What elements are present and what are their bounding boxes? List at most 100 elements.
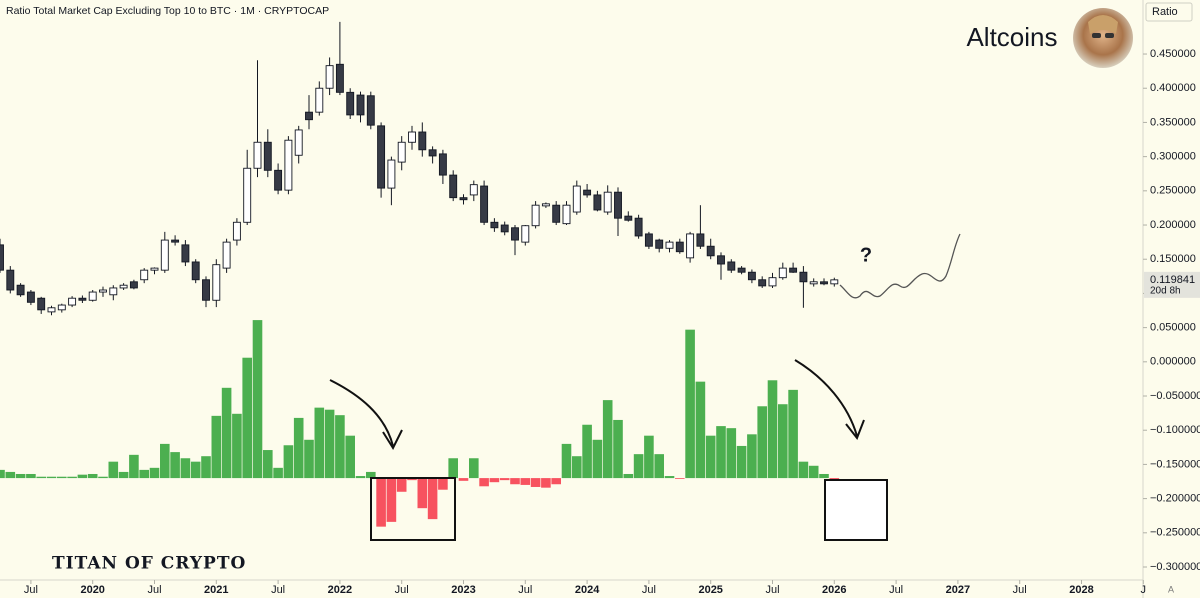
candle-body [418,131,427,151]
candle-body [346,91,355,116]
histogram-bar [201,456,211,479]
x-tick-label: Jul [765,584,779,596]
y-tick-label: 0.300000 [1150,151,1196,163]
candle-body [202,279,210,301]
histogram-bar [160,443,170,479]
candle-body [191,261,200,281]
x-tick-label: 2028 [1069,584,1093,596]
candle-body [294,129,303,156]
candle-body [511,227,519,241]
candle-body [686,233,695,259]
candle-body [593,194,602,211]
candle-body [160,239,169,271]
histogram-bar [499,478,510,481]
histogram-bar [67,476,77,479]
histogram-bar [0,469,5,479]
highlight-box [370,477,456,541]
histogram-bar [376,478,386,527]
histogram-bar [664,476,675,479]
histogram-bar [314,407,325,479]
candle-body [150,267,159,271]
histogram-bar [633,454,644,479]
histogram-bar [273,467,283,479]
candle-body [717,255,725,265]
last-price-box [1144,271,1200,298]
y-tick-label: 0.200000 [1150,219,1196,231]
histogram-bar [561,443,572,479]
histogram-bar [46,476,57,479]
avatar-glasses [1092,33,1101,38]
candle-body [696,233,705,247]
candle-body [644,233,653,247]
auto-scale-button[interactable]: A [1168,584,1174,594]
histogram-bar [798,461,809,479]
histogram-bar [705,435,716,479]
histogram-bar [232,413,242,479]
x-tick-label: 2020 [80,584,104,596]
x-tick-label: Jul [271,584,285,596]
y-tick-label: −0.300000 [1150,561,1200,573]
histogram-bar [386,478,397,522]
histogram-bar [324,409,335,479]
candle-body [0,244,4,271]
x-tick-label: 2027 [946,584,970,596]
histogram-bar [695,381,706,479]
candle-body [655,239,664,249]
histogram-bar [675,478,685,479]
candle-body [490,221,499,229]
annotation-title: Altcoins [966,22,1057,52]
candle-body [614,191,622,219]
candle-body [397,141,406,163]
histogram-bar [263,450,273,479]
candle-body [737,267,746,273]
candle-body [799,271,808,283]
candle-body [408,131,416,143]
y-tick-label: 0.250000 [1150,185,1196,197]
histogram-bar [716,426,726,479]
candle-body [469,184,478,196]
histogram-bar [335,415,345,479]
candle-body [500,224,509,233]
candle-body [820,281,828,285]
y-tick-label: 0.050000 [1150,322,1196,334]
candle-body [253,141,262,169]
histogram-bar [489,478,500,483]
histogram-bar [252,320,263,479]
candle-body [129,281,138,289]
y-tick-label: −0.050000 [1150,390,1200,402]
candle-body [222,241,231,269]
candle-body [88,291,97,301]
candle-body [366,95,375,126]
candle-body [16,284,25,296]
candle-body [583,189,592,196]
y-tick-label: −0.250000 [1150,527,1200,539]
candle-body [480,185,489,223]
scale-label[interactable]: Ratio [1152,6,1178,18]
avatar [1073,8,1133,68]
x-tick-label: 2026 [822,584,846,596]
candle-body [140,269,149,281]
candle-body [274,169,283,191]
arrow-head [845,419,865,440]
x-tick-label: 2025 [698,584,722,596]
highlight-box [824,479,888,541]
scale-button[interactable] [1145,2,1193,22]
candle-body [778,267,787,279]
x-tick-label: Jul [642,584,656,596]
candle-body [119,284,128,289]
candle-body [830,279,839,285]
histogram-bar [438,478,448,490]
x-tick-label: 2023 [451,584,475,596]
histogram-bar [592,439,603,479]
candle-body [243,167,252,223]
x-tick-label: J [1141,584,1147,596]
histogram-bar [57,476,67,479]
candle-body [768,277,777,287]
candle-body [171,239,180,243]
candle-body [78,297,87,301]
histogram-bar [685,329,695,479]
candle-body [459,197,468,201]
histogram-bar [448,458,458,479]
candle-body [181,244,190,263]
candle-body [531,204,540,227]
